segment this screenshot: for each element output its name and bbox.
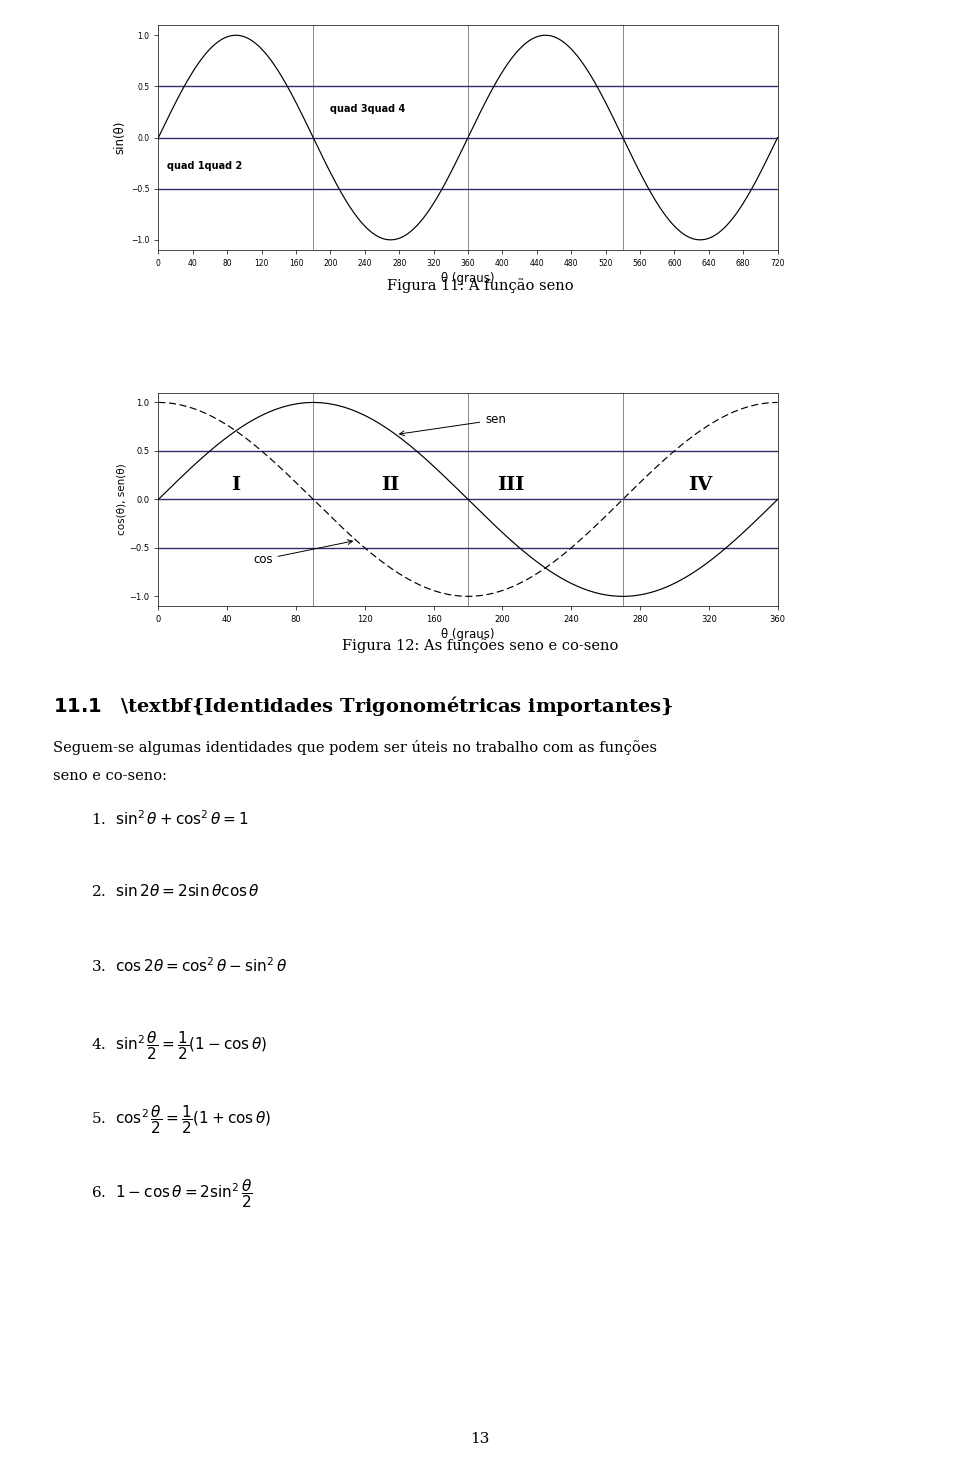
Text: Figura 11: A função seno: Figura 11: A função seno	[387, 278, 573, 293]
Text: $\mathbf{11.1\quad}$\textbf{Identidades Trigonométricas importantes}: $\mathbf{11.1\quad}$\textbf{Identidades …	[53, 694, 674, 718]
Text: seno e co-seno:: seno e co-seno:	[53, 769, 167, 784]
Text: 6.  $1 - \cos \theta = 2 \sin^2 \dfrac{\theta}{2}$: 6. $1 - \cos \theta = 2 \sin^2 \dfrac{\t…	[91, 1177, 253, 1209]
Text: 2.  $\sin 2\theta = 2 \sin \theta \cos \theta$: 2. $\sin 2\theta = 2 \sin \theta \cos \t…	[91, 883, 260, 899]
Text: 4.  $\sin^2 \dfrac{\theta}{2} = \dfrac{1}{2}(1 - \cos \theta)$: 4. $\sin^2 \dfrac{\theta}{2} = \dfrac{1}…	[91, 1030, 268, 1062]
Text: Seguem-se algumas identidades que podem ser úteis no trabalho com as funções: Seguem-se algumas identidades que podem …	[53, 740, 657, 755]
Text: II: II	[381, 475, 399, 494]
Text: I: I	[231, 475, 240, 494]
Text: cos: cos	[253, 540, 352, 566]
Text: 5.  $\cos^2 \dfrac{\theta}{2} = \dfrac{1}{2}(1 + \cos \theta)$: 5. $\cos^2 \dfrac{\theta}{2} = \dfrac{1}…	[91, 1103, 272, 1136]
Text: Figura 12: As funções seno e co-seno: Figura 12: As funções seno e co-seno	[342, 638, 618, 653]
Text: IV: IV	[688, 475, 712, 494]
Text: sen: sen	[399, 413, 506, 435]
Text: 13: 13	[470, 1431, 490, 1446]
X-axis label: θ (graus): θ (graus)	[442, 272, 494, 285]
Text: quad 3quad 4: quad 3quad 4	[330, 104, 406, 113]
Text: 3.  $\cos 2\theta = \cos^2 \theta - \sin^2 \theta$: 3. $\cos 2\theta = \cos^2 \theta - \sin^…	[91, 956, 288, 975]
Text: III: III	[497, 475, 525, 494]
X-axis label: θ (graus): θ (graus)	[442, 628, 494, 641]
Y-axis label: cos(θ), sen(θ): cos(θ), sen(θ)	[116, 463, 127, 535]
Y-axis label: sin(θ): sin(θ)	[113, 121, 127, 154]
Text: 1.  $\sin^2 \theta + \cos^2 \theta = 1$: 1. $\sin^2 \theta + \cos^2 \theta = 1$	[91, 809, 249, 828]
Text: quad 1quad 2: quad 1quad 2	[167, 162, 242, 171]
